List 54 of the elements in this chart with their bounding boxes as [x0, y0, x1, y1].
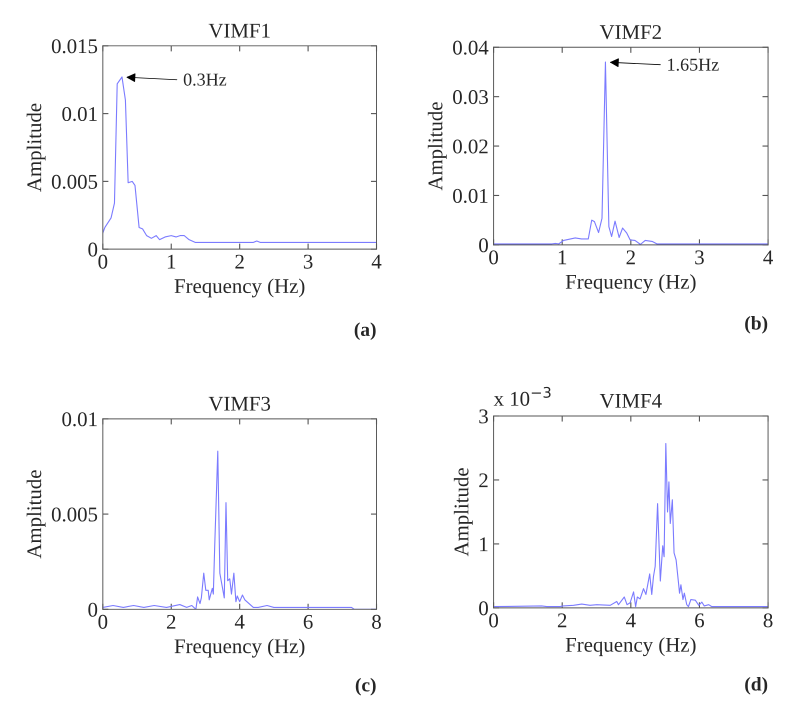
x-tick-label: 4 [234, 614, 245, 629]
y-tick-label: 1 [480, 537, 488, 552]
chart-title: VIMF4 [600, 394, 662, 408]
x-tick-label: 4 [626, 613, 636, 628]
annotation: 1.65Hz [668, 58, 719, 71]
y-axis-title: Amplitude [26, 470, 46, 558]
text: (c) [356, 678, 376, 696]
x-tick-label: 6 [695, 613, 704, 628]
y-tick-label: 2 [479, 473, 488, 488]
x-tick-label: 0 [489, 613, 498, 628]
y-tick-label: 0.01 [453, 188, 488, 203]
x-axis-title: Frequency (Hz) [174, 278, 304, 298]
x-axis-title: Frequency (Hz) [566, 637, 696, 656]
x-axis-title: Frequency (Hz) [174, 638, 304, 658]
x-tick-label: 3 [304, 254, 312, 269]
x-tick-label: 2 [558, 613, 566, 628]
x-tick-label: 6 [304, 614, 313, 629]
y-tick-label: 0.01 [62, 106, 97, 122]
x-tick-label: 3 [695, 250, 704, 264]
y-axis-title: Amplitude [454, 468, 473, 556]
chart-title: VIMF1 [208, 24, 270, 38]
x-tick-label: 0 [489, 250, 498, 264]
y-tick-label: 0.015 [52, 39, 98, 54]
y-tick-label: 0 [479, 238, 488, 252]
x-tick-label: 4 [763, 250, 773, 264]
text: (d) [745, 676, 768, 695]
x-tick-label: 1 [168, 254, 176, 268]
y-tick-label: 0.005 [52, 174, 98, 189]
chart-title: VIMF2 [600, 25, 661, 40]
x-tick-label: 2 [235, 254, 244, 268]
y-tick-label: 0 [88, 602, 98, 617]
x-tick-label: 1 [558, 250, 566, 264]
y-axis-title: Amplitude [26, 104, 46, 192]
text: (b) [745, 316, 768, 334]
y-tick-label: 0 [479, 601, 488, 616]
y-tick-label: 0.01 [62, 412, 97, 426]
x-tick-label: 4 [372, 254, 382, 268]
x-tick-label: 2 [166, 614, 176, 629]
y-tick-label: 3 [479, 409, 488, 424]
y-axis-title: Amplitude [428, 102, 447, 190]
y-tick-label: 0.03 [453, 90, 488, 104]
x-tick-label: 0 [98, 614, 108, 629]
y-tick-label: 0.005 [52, 507, 98, 522]
y-tick-label: 0.04 [453, 40, 488, 55]
x-axis-title: Frequency (Hz) [566, 274, 696, 294]
x-tick-label: 0 [98, 254, 108, 269]
text: x 10$^{−3}$ [494, 386, 551, 406]
text: (a) [354, 322, 376, 340]
annotation: 0.3Hz [184, 74, 226, 86]
x-tick-label: 2 [626, 250, 635, 264]
x-tick-label: 8 [372, 614, 381, 629]
y-tick-label: 0.02 [453, 139, 488, 154]
x-tick-label: 8 [764, 613, 772, 628]
chart-title: VIMF3 [208, 396, 270, 411]
